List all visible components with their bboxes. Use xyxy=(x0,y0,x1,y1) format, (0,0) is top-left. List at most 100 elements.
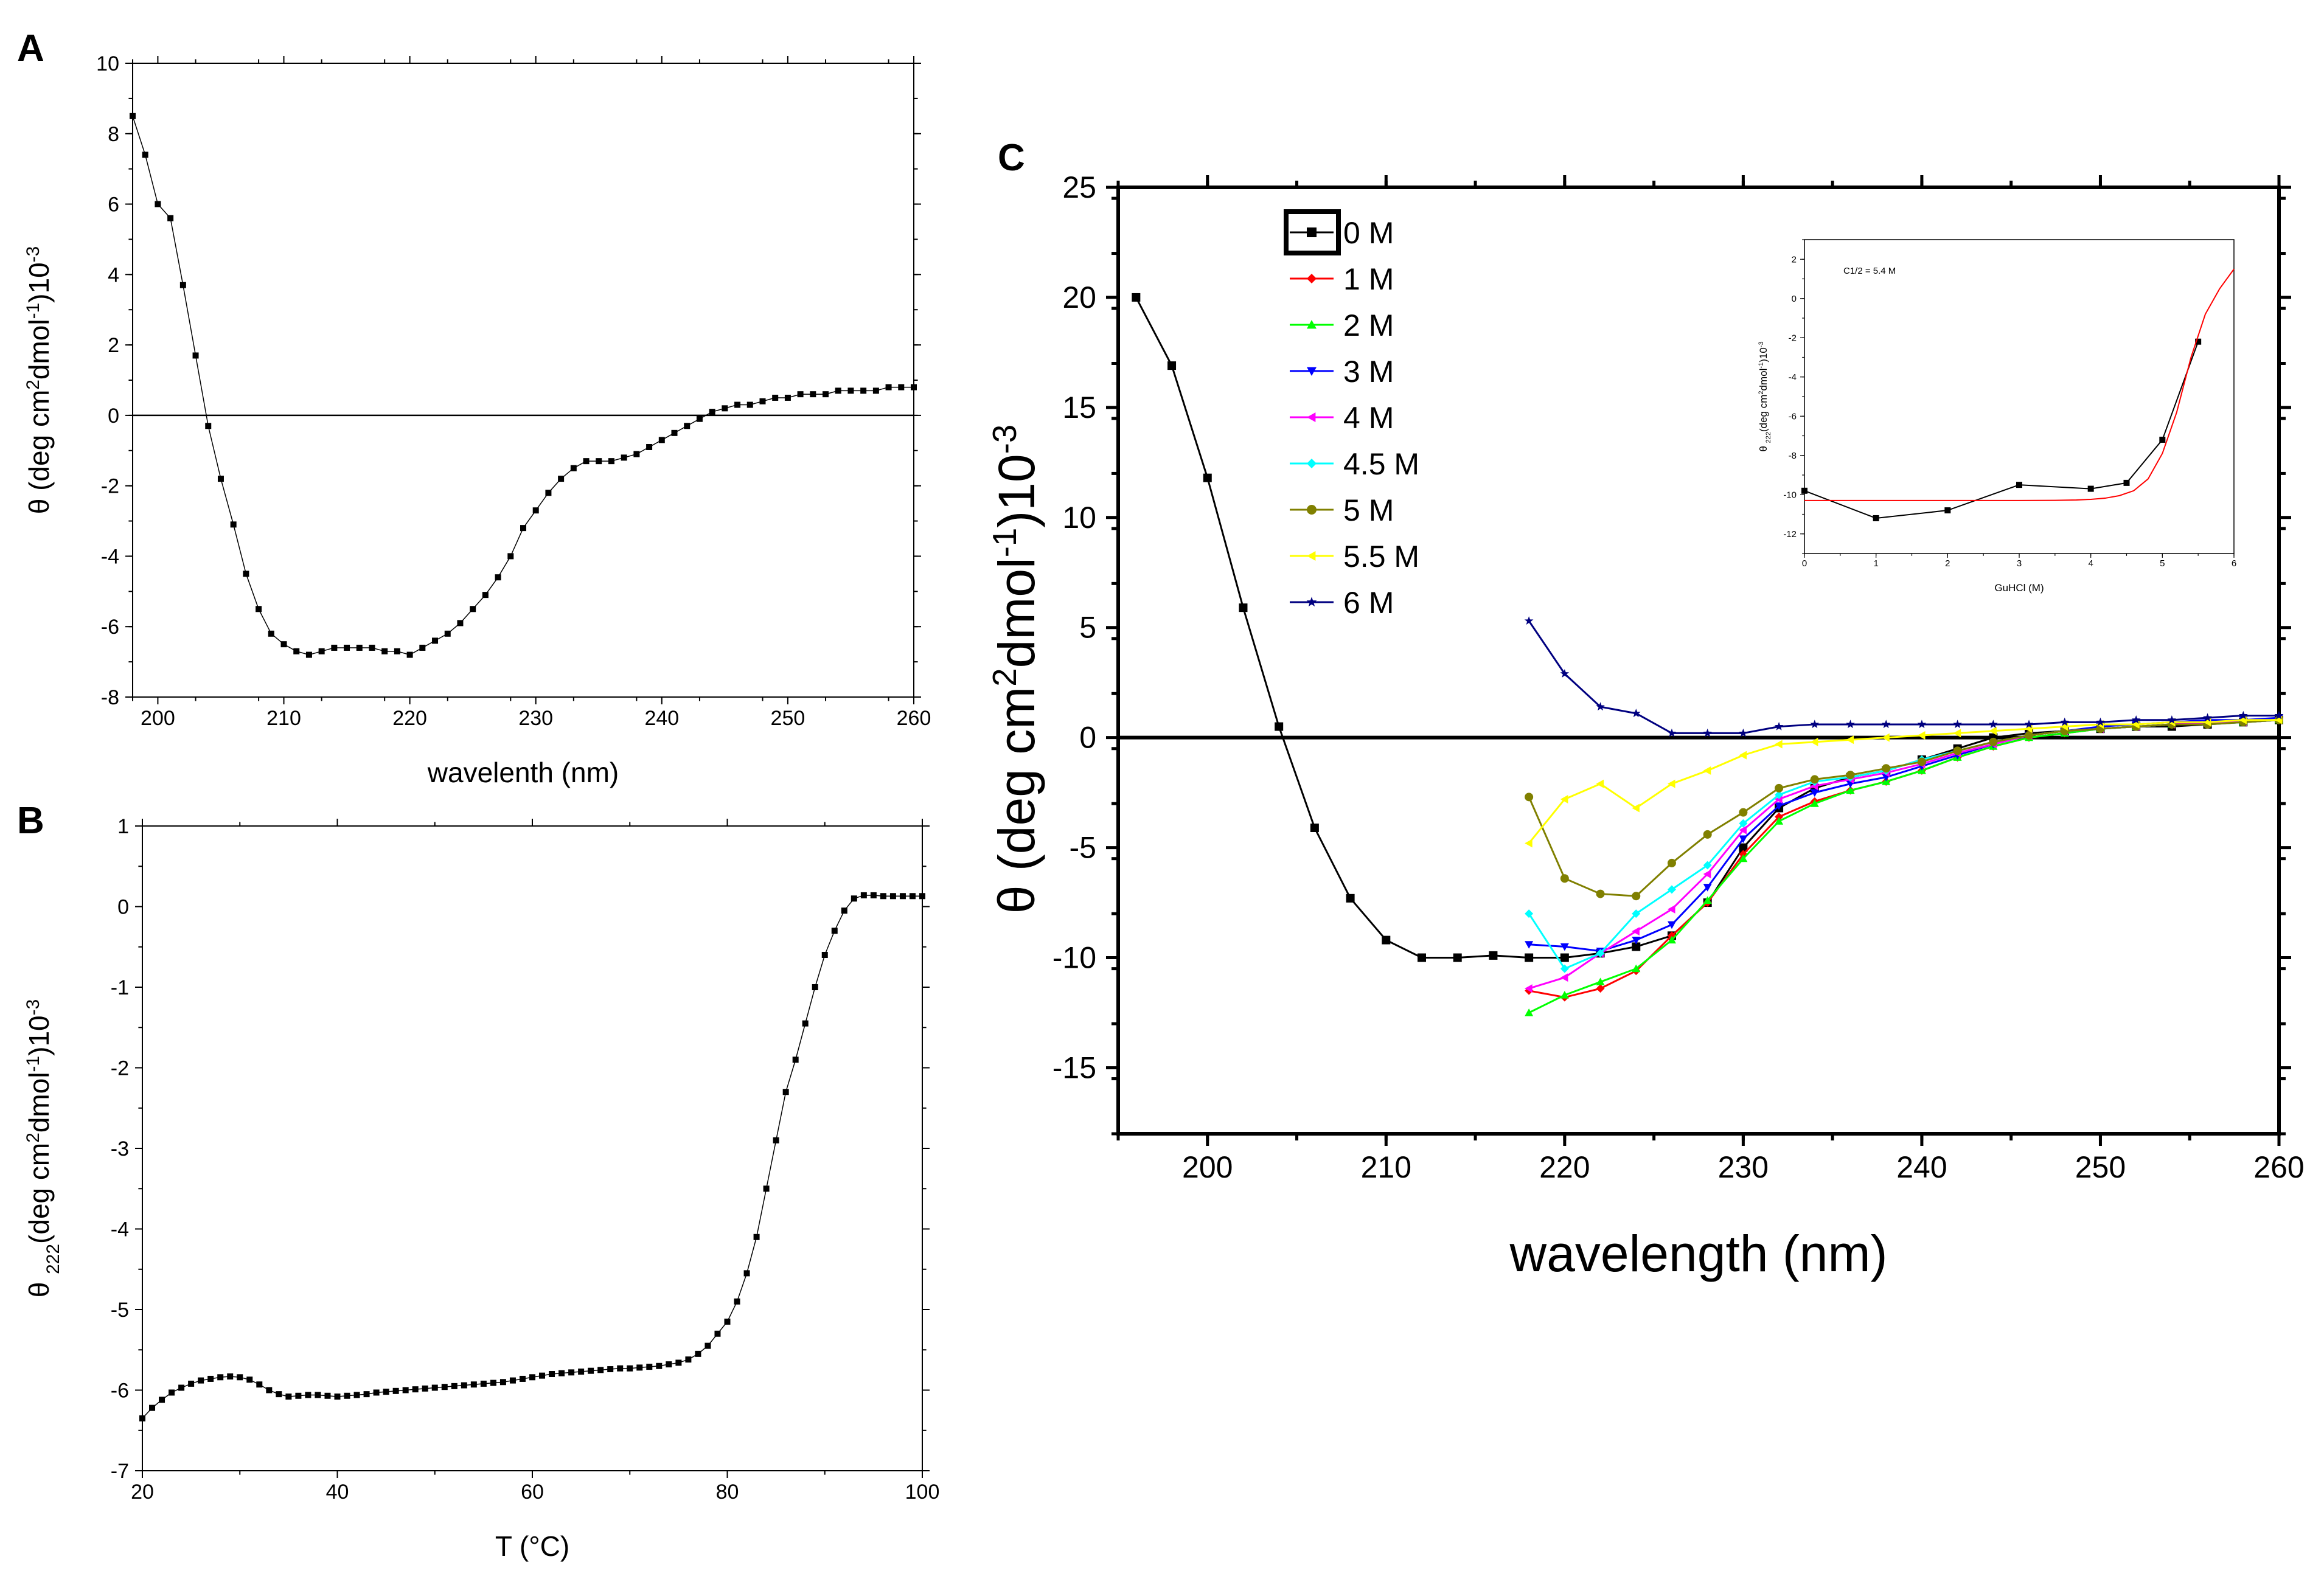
data-point xyxy=(1167,361,1177,370)
data-point xyxy=(658,437,665,443)
data-point xyxy=(558,476,565,482)
data-point xyxy=(363,1391,370,1398)
data-point xyxy=(656,1362,663,1369)
x-tick-label: 200 xyxy=(141,707,175,730)
data-point xyxy=(334,1393,341,1400)
data-point xyxy=(441,1384,448,1390)
legend-marker xyxy=(1307,367,1317,376)
data-point xyxy=(583,458,590,465)
data-point xyxy=(499,1379,506,1386)
x-tick-label: 60 xyxy=(521,1480,544,1504)
legend-label: 4.5 M xyxy=(1343,447,1419,481)
y-label-part: dmol xyxy=(988,557,1045,668)
data-point xyxy=(353,1392,360,1398)
data-point xyxy=(529,1374,535,1381)
data-point xyxy=(520,525,526,532)
panel-letter-b: B xyxy=(17,800,44,842)
data-point xyxy=(2131,715,2141,724)
series-8 xyxy=(1524,616,2284,737)
series-line xyxy=(1135,297,2280,959)
data-point xyxy=(305,651,312,658)
x-tick-label: 240 xyxy=(1896,1150,1947,1184)
y-label-part: θ (deg cm xyxy=(23,390,55,515)
data-point xyxy=(1560,874,1569,883)
data-point xyxy=(1739,854,1748,862)
data-point xyxy=(1846,786,1855,794)
plot-frame xyxy=(142,825,923,1471)
series-line xyxy=(1528,719,2280,990)
data-point xyxy=(627,1365,633,1372)
data-point xyxy=(1560,669,1570,678)
y-tick-label: -2 xyxy=(101,475,119,498)
data-point xyxy=(315,1392,321,1398)
data-point xyxy=(633,451,640,457)
y-label-part: (deg cm xyxy=(1758,395,1769,432)
data-point xyxy=(192,352,199,359)
data-point xyxy=(763,1185,770,1192)
data-point xyxy=(722,405,728,412)
series-1 xyxy=(1804,268,2235,501)
data-point xyxy=(268,630,274,637)
data-point xyxy=(1739,808,1748,817)
data-point xyxy=(1632,803,1640,813)
data-point xyxy=(911,384,917,390)
y-label-part: -1 xyxy=(23,303,43,319)
data-point xyxy=(381,648,388,654)
data-point xyxy=(237,1374,243,1381)
data-point xyxy=(709,409,715,415)
data-point xyxy=(1739,728,1748,737)
legend-item: 0 M xyxy=(1290,216,1394,250)
legend-label: 0 M xyxy=(1343,216,1394,250)
data-point xyxy=(1846,720,1855,729)
data-point xyxy=(159,1397,165,1403)
y-tick-label: 6 xyxy=(108,193,119,217)
data-point xyxy=(519,1375,526,1382)
inset-annotation: C1/2 = 5.4 M xyxy=(1843,266,1896,276)
data-point xyxy=(2025,731,2034,740)
data-point xyxy=(885,384,892,390)
data-point xyxy=(646,1364,653,1370)
legend-label: 4 M xyxy=(1343,401,1394,435)
y-label-part: -1 xyxy=(986,528,1023,558)
data-point xyxy=(746,401,753,408)
data-point xyxy=(256,606,262,613)
data-point xyxy=(1882,733,1890,742)
series-line xyxy=(1528,719,2280,999)
series-7 xyxy=(1525,715,2283,848)
data-point xyxy=(1667,904,1675,914)
data-point xyxy=(784,394,791,401)
series-line xyxy=(1804,268,2235,501)
data-point xyxy=(889,893,896,900)
x-tick-label: 40 xyxy=(326,1480,349,1504)
data-point xyxy=(1775,783,1784,793)
data-point xyxy=(2203,713,2212,722)
data-point xyxy=(685,1356,692,1363)
data-point xyxy=(782,1089,789,1095)
y-label-part: -3 xyxy=(23,246,43,263)
legend-item: 1 M xyxy=(1290,262,1394,296)
data-point xyxy=(734,401,741,408)
data-point xyxy=(344,644,350,651)
y-tick-label: -5 xyxy=(111,1299,129,1322)
data-point xyxy=(821,952,828,958)
data-point xyxy=(1632,909,1641,918)
data-point xyxy=(1953,729,1961,738)
y-axis-label: θ (deg cm2dmol-1)10-3 xyxy=(23,246,55,515)
y-label-part: 2 xyxy=(1758,390,1765,394)
data-point xyxy=(444,630,451,637)
data-point xyxy=(1739,751,1747,760)
data-point xyxy=(1525,793,1534,802)
chart-panel-b: 20 40 60 80 100 -7 -6 -5 -4 -3 -2 -1 0 1 T (°C) θ 222(d… xyxy=(23,815,940,1562)
data-point xyxy=(149,1404,156,1411)
series-line xyxy=(142,895,922,1419)
data-point xyxy=(1775,802,1784,810)
data-point xyxy=(545,490,552,496)
x-tick-label: 20 xyxy=(131,1480,154,1504)
series-4 xyxy=(1525,715,2283,993)
x-tick-label: 5 xyxy=(2160,558,2165,569)
data-point xyxy=(1703,766,1711,775)
data-point xyxy=(457,620,464,626)
data-point xyxy=(1810,789,1819,797)
data-point xyxy=(2238,710,2248,720)
